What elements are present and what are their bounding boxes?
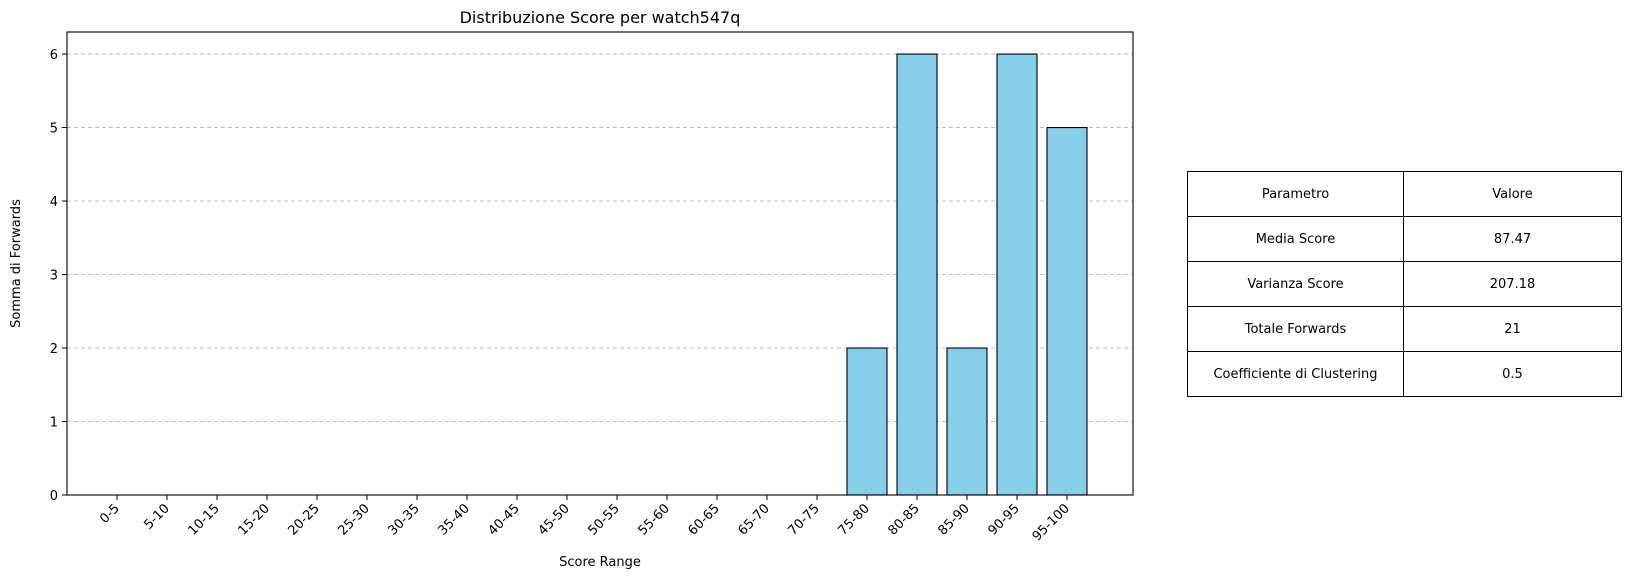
y-tick-label: 2	[50, 342, 58, 357]
stats-table: Parametro Valore Media Score 87.47 Varia…	[1187, 171, 1622, 397]
x-tick-label: 75-80	[836, 501, 873, 538]
y-tick-label: 6	[50, 48, 58, 63]
x-tick-label: 85-90	[936, 501, 973, 538]
value-cell: 0.5	[1403, 351, 1622, 397]
x-tick-label: 50-55	[586, 501, 623, 538]
table-row: Totale Forwards 21	[1187, 306, 1622, 352]
x-tick-label: 95-100	[1030, 501, 1073, 544]
chart-title: Distribuzione Score per watch547q	[460, 8, 741, 27]
x-tick-label: 40-45	[486, 501, 523, 538]
y-tick-label: 5	[50, 122, 58, 137]
y-tick-label: 3	[50, 269, 58, 284]
table-row: Varianza Score 207.18	[1187, 261, 1622, 307]
y-tick-label: 0	[50, 489, 58, 504]
x-tick-label: 60-65	[686, 501, 723, 538]
x-tick-label: 80-85	[886, 501, 923, 538]
param-cell: Media Score	[1187, 216, 1404, 262]
x-axis-title: Score Range	[559, 555, 641, 570]
x-tick-label: 5-10	[141, 501, 172, 532]
plot-frame	[66, 31, 1134, 496]
y-axis-title: Somma di Forwards	[9, 199, 24, 328]
grid-layer	[67, 53, 1133, 422]
table-row: Media Score 87.47	[1187, 216, 1622, 262]
param-cell: Totale Forwards	[1187, 306, 1404, 352]
x-tick-label: 30-35	[386, 501, 423, 538]
x-tick-label: 25-30	[336, 501, 373, 538]
x-tick-label: 65-70	[736, 501, 773, 538]
value-cell: 87.47	[1403, 216, 1622, 262]
value-cell: 207.18	[1403, 261, 1622, 307]
header-value-cell: Valore	[1403, 171, 1622, 217]
bar	[896, 53, 938, 496]
bar	[1046, 126, 1088, 496]
y-tick-label: 1	[50, 416, 58, 431]
table-row: Coefficiente di Clustering 0.5	[1187, 351, 1622, 397]
x-tick-label: 55-60	[636, 501, 673, 538]
x-tick-label: 35-40	[436, 501, 473, 538]
param-cell: Varianza Score	[1187, 261, 1404, 307]
bar	[846, 347, 888, 496]
x-tick-label: 10-15	[186, 501, 223, 538]
param-cell: Coefficiente di Clustering	[1187, 351, 1404, 397]
x-tick-label: 0-5	[97, 501, 123, 527]
y-tick-label: 4	[50, 195, 58, 210]
header-param-cell: Parametro	[1187, 171, 1404, 217]
x-tick-label: 45-50	[536, 501, 573, 538]
x-tick-label: 90-95	[986, 501, 1023, 538]
table-header-row: Parametro Valore	[1187, 171, 1622, 217]
x-tick-label: 70-75	[786, 501, 823, 538]
x-tick-label: 20-25	[286, 501, 323, 538]
bar	[946, 347, 988, 496]
value-cell: 21	[1403, 306, 1622, 352]
bar	[996, 53, 1038, 496]
x-tick-label: 15-20	[236, 501, 273, 538]
